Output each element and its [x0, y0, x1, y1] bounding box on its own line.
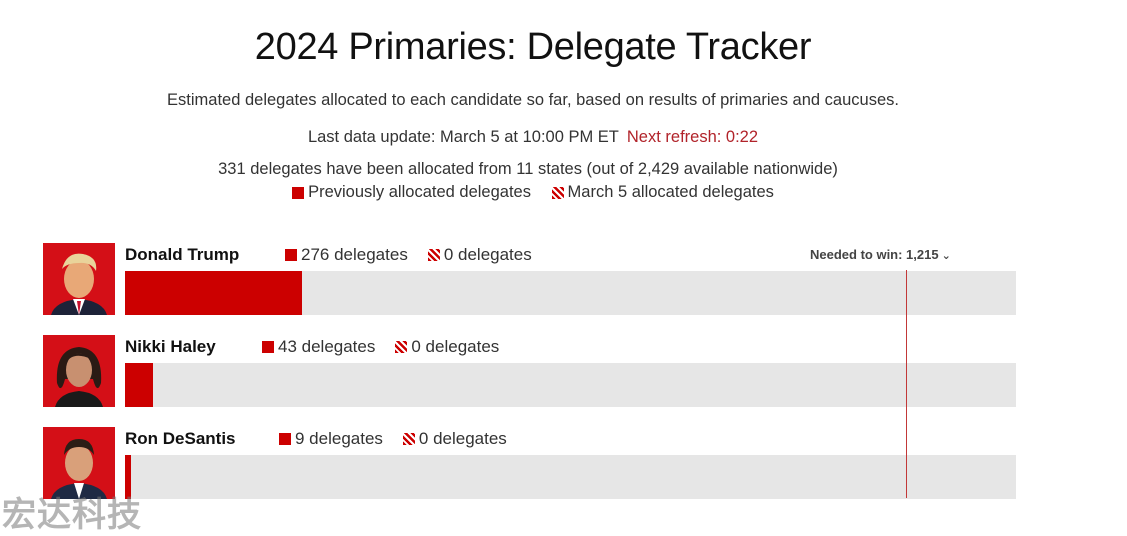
- watermark-logo: 宏达科技: [2, 495, 142, 535]
- chevron-down-icon: ⌄: [941, 250, 951, 262]
- page-subtitle: Estimated delegates allocated to each ca…: [167, 91, 899, 109]
- hatched-swatch-icon: [427, 249, 440, 261]
- delegate-counts: 276 delegates 0 delegates: [285, 245, 552, 265]
- win-threshold-line: [905, 270, 907, 498]
- candidate-photo-trump: [43, 243, 115, 315]
- needed-to-win-label: Needed to win: 1,215: [810, 247, 939, 262]
- legend-label-current: March 5 allocated delegates: [567, 183, 774, 201]
- candidate-row-trump: Donald Trump 276 delegates 0 delegates: [43, 243, 1023, 315]
- bar-track: [125, 271, 1016, 315]
- legend: Previously allocated delegates March 5 a…: [0, 183, 1066, 204]
- legend-label-previous: Previously allocated delegates: [308, 183, 531, 201]
- allocation-summary: 331 delegates have been allocated from 1…: [218, 160, 838, 178]
- delegate-counts: 9 delegates 0 delegates: [279, 429, 527, 449]
- solid-swatch-icon: [262, 341, 274, 353]
- portrait-icon: [43, 243, 115, 315]
- update-line: Last data update: March 5 at 10:00 PM ET…: [0, 128, 1066, 147]
- bar-track: [125, 363, 1016, 407]
- page-title: 2024 Primaries: Delegate Tracker: [254, 26, 812, 68]
- delegate-counts: 43 delegates 0 delegates: [262, 337, 519, 357]
- bar-fill: [125, 271, 303, 315]
- current-delegates-label: 0 delegates: [411, 337, 500, 356]
- solid-swatch-icon: [279, 433, 291, 445]
- candidate-row-desantis: Ron DeSantis 9 delegates 0 delegates: [43, 427, 1023, 499]
- previous-delegates-label: 276 delegates: [301, 245, 408, 264]
- solid-swatch-icon: [285, 249, 297, 261]
- solid-swatch-icon: [292, 186, 305, 199]
- candidate-photo-haley: [43, 335, 115, 407]
- current-delegates-label: 0 delegates: [418, 429, 507, 448]
- previous-delegates-label: 43 delegates: [278, 337, 376, 356]
- current-delegates-label: 0 delegates: [443, 245, 532, 264]
- bar-fill: [125, 363, 153, 407]
- candidate-name: Nikki Haley: [125, 337, 216, 356]
- hatched-swatch-icon: [402, 433, 415, 445]
- portrait-icon: [43, 427, 115, 499]
- legend-item-previous: Previously allocated delegates: [292, 183, 531, 202]
- bar-track: [125, 455, 1016, 499]
- legend-item-current: March 5 allocated delegates: [551, 183, 774, 202]
- hatched-swatch-icon: [395, 341, 408, 353]
- candidate-name: Ron DeSantis: [125, 429, 236, 448]
- previous-delegates-label: 9 delegates: [295, 429, 383, 448]
- candidate-row-haley: Nikki Haley 43 delegates 0 delegates: [43, 335, 1023, 407]
- last-update-text: Last data update: March 5 at 10:00 PM ET: [307, 128, 619, 146]
- portrait-icon: [43, 335, 115, 407]
- needed-to-win-dropdown[interactable]: Needed to win: 1,215 ⌄: [810, 247, 951, 262]
- next-refresh-text: Next refresh: 0:22: [626, 128, 759, 146]
- candidate-photo-desantis: [43, 427, 115, 499]
- hatched-swatch-icon: [551, 186, 564, 199]
- bar-fill: [125, 455, 131, 499]
- candidate-name: Donald Trump: [125, 245, 240, 264]
